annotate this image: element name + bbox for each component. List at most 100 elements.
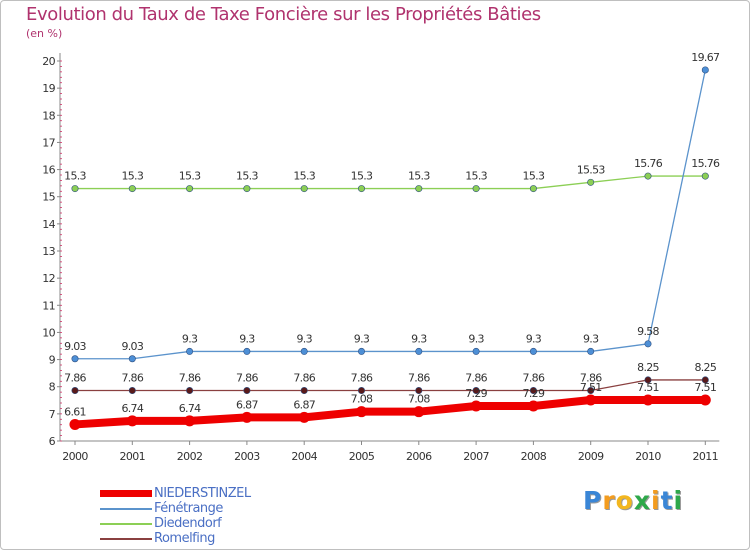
data-label-niederstinzel: 7.51 xyxy=(637,381,659,394)
data-point-niederstinzel xyxy=(356,406,367,418)
data-point-diedendorf xyxy=(186,185,194,193)
data-point-romelfing xyxy=(472,387,480,395)
y-tick-label: 8 xyxy=(49,381,56,394)
y-tick-label: 18 xyxy=(42,109,55,122)
y-tick-label: 12 xyxy=(42,272,55,285)
data-label-fenetrange: 19.67 xyxy=(691,51,720,64)
legend-label: Fénétrange xyxy=(154,501,223,516)
data-point-diedendorf xyxy=(71,185,79,193)
data-point-niederstinzel xyxy=(642,394,654,406)
legend-swatch-fenetrange xyxy=(100,507,152,510)
data-label-romelfing: 7.86 xyxy=(351,372,373,385)
data-point-fenetrange xyxy=(128,355,136,363)
data-point-niederstinzel xyxy=(527,400,539,412)
data-label-fenetrange: 9.3 xyxy=(411,332,427,345)
data-label-fenetrange: 9.03 xyxy=(64,340,86,353)
data-point-romelfing xyxy=(587,387,595,395)
chart-legend: NIEDERSTINZEL Fénétrange Diedendorf Rome… xyxy=(100,486,251,546)
legend-label: Romelfing xyxy=(154,531,215,546)
data-point-niederstinzel xyxy=(184,415,196,427)
chart-axes: 6 7 8 9 10 11 12 13 14 15 16 17 18 19 20 2000 2001 2002 20… xyxy=(42,53,720,463)
y-axis-unit-label: (en %) xyxy=(26,27,63,40)
data-label-niederstinzel: 6.61 xyxy=(64,405,86,418)
data-label-romelfing: 7.86 xyxy=(465,372,487,385)
data-label-romelfing: 7.86 xyxy=(64,372,86,385)
data-label-fenetrange: 9.3 xyxy=(526,332,542,345)
series-lines xyxy=(71,69,710,429)
data-label-fenetrange: 9.58 xyxy=(637,325,659,338)
data-point-romelfing xyxy=(644,376,652,384)
data-label-diedendorf: 15.3 xyxy=(179,170,201,183)
data-point-romelfing xyxy=(701,376,709,384)
legend-item-fenetrange[interactable]: Fénétrange xyxy=(100,501,251,516)
data-point-diedendorf xyxy=(300,185,308,193)
data-label-romelfing: 7.86 xyxy=(408,372,430,385)
x-tick-label: 2000 xyxy=(62,450,88,463)
data-point-fenetrange xyxy=(186,347,194,355)
proxiti-logo[interactable]: Proxiti xyxy=(583,486,684,515)
data-point-diedendorf xyxy=(587,178,595,186)
data-point-fenetrange xyxy=(587,347,595,355)
data-label-diedendorf: 15.53 xyxy=(577,163,606,176)
legend-item-romelfing[interactable]: Romelfing xyxy=(100,531,251,546)
data-point-fenetrange xyxy=(357,347,365,355)
data-point-diedendorf xyxy=(529,185,537,193)
data-label-romelfing: 7.86 xyxy=(580,372,602,385)
legend-item-diedendorf[interactable]: Diedendorf xyxy=(100,516,251,531)
x-tick-label: 2001 xyxy=(119,450,145,463)
data-label-niederstinzel: 7.29 xyxy=(465,387,487,400)
data-label-romelfing: 7.86 xyxy=(236,372,258,385)
y-tick-label: 19 xyxy=(42,82,55,95)
data-label-romelfing: 7.86 xyxy=(523,372,545,385)
data-label-niederstinzel: 7.08 xyxy=(408,393,430,406)
x-tick-label: 2007 xyxy=(463,450,489,463)
chart-title: Evolution du Taux de Taxe Foncière sur l… xyxy=(26,4,541,25)
data-point-fenetrange xyxy=(415,347,423,355)
data-label-diedendorf: 15.3 xyxy=(351,170,373,183)
data-point-diedendorf xyxy=(128,185,136,193)
series-line-diedendorf xyxy=(74,175,706,190)
x-tick-label: 2011 xyxy=(692,450,718,463)
data-label-diedendorf: 15.3 xyxy=(293,170,315,183)
data-point-niederstinzel xyxy=(298,411,310,423)
data-label-diedendorf: 15.3 xyxy=(236,170,258,183)
y-tick-label: 14 xyxy=(42,218,55,231)
data-label-diedendorf: 15.3 xyxy=(121,170,143,183)
data-label-diedendorf: 15.3 xyxy=(64,170,86,183)
data-point-diedendorf xyxy=(701,172,709,180)
data-point-diedendorf xyxy=(644,172,652,180)
data-label-fenetrange: 9.3 xyxy=(296,332,312,345)
data-point-fenetrange xyxy=(300,347,308,355)
data-point-fenetrange xyxy=(529,347,537,355)
data-point-niederstinzel xyxy=(585,394,597,406)
data-label-romelfing: 7.86 xyxy=(121,372,143,385)
data-point-fenetrange xyxy=(701,66,709,74)
x-tick-label: 2010 xyxy=(635,450,661,463)
data-point-diedendorf xyxy=(472,185,480,193)
data-label-fenetrange: 9.3 xyxy=(583,332,599,345)
data-label-niederstinzel: 6.87 xyxy=(293,398,315,411)
data-label-niederstinzel: 7.29 xyxy=(523,387,545,400)
data-label-fenetrange: 9.3 xyxy=(239,332,255,345)
data-point-romelfing xyxy=(529,387,537,395)
data-label-diedendorf: 15.3 xyxy=(465,170,487,183)
y-tick-label: 16 xyxy=(42,164,55,177)
data-point-romelfing xyxy=(243,387,251,395)
series-line-niederstinzel xyxy=(71,396,710,429)
data-label-niederstinzel: 6.87 xyxy=(236,398,258,411)
data-point-niederstinzel xyxy=(126,415,138,427)
data-label-niederstinzel: 6.74 xyxy=(121,402,143,415)
x-tick-label: 2009 xyxy=(578,450,604,463)
data-point-romelfing xyxy=(128,387,136,395)
data-point-diedendorf xyxy=(243,185,251,193)
data-labels: 15.3 15.3 15.3 15.3 15.3 15.3 15.3 15.3 15.3 15.5… xyxy=(64,51,721,418)
legend-item-niederstinzel[interactable]: NIEDERSTINZEL xyxy=(100,486,251,501)
data-point-romelfing xyxy=(186,387,194,395)
legend-label: NIEDERSTINZEL xyxy=(154,486,251,501)
data-point-romelfing xyxy=(71,387,79,395)
series-line-fenetrange xyxy=(74,69,706,360)
series-line-romelfing xyxy=(74,379,706,392)
y-tick-label: 15 xyxy=(42,191,55,204)
x-tick-label: 2002 xyxy=(177,450,203,463)
